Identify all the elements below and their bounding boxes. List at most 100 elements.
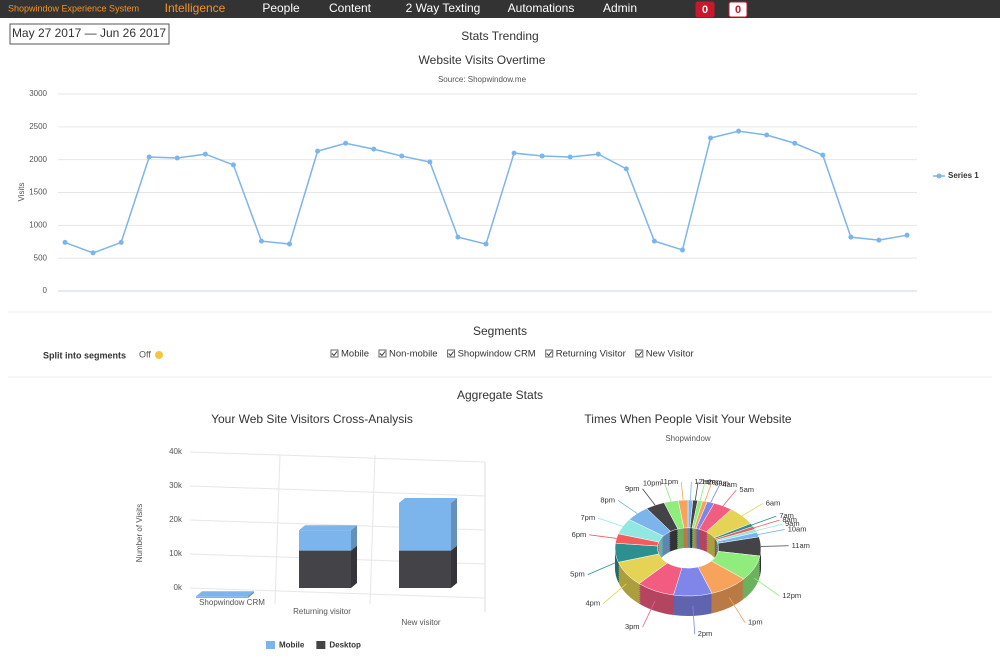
connector bbox=[756, 523, 783, 532]
section-title: Stats Trending bbox=[461, 29, 538, 43]
badge-count[interactable]: 0 bbox=[702, 4, 708, 16]
y-axis-label: Number of Visits bbox=[135, 504, 144, 563]
data-label: 5am bbox=[739, 485, 754, 494]
point bbox=[708, 135, 714, 141]
data-label: 9pm bbox=[625, 484, 640, 493]
split-state[interactable]: Off bbox=[139, 349, 151, 359]
badge-count[interactable]: 0 bbox=[735, 4, 741, 16]
y-tick-label: 1000 bbox=[29, 220, 47, 229]
checkbox[interactable] bbox=[635, 349, 644, 358]
date-box[interactable] bbox=[9, 23, 170, 45]
nav-item[interactable]: 2 Way Texting bbox=[406, 1, 481, 15]
legend-label[interactable]: Series 1 bbox=[948, 171, 979, 180]
y-tick-label: 2000 bbox=[29, 155, 47, 164]
point bbox=[315, 148, 321, 154]
connector bbox=[710, 484, 720, 503]
connector bbox=[680, 481, 684, 501]
y-axis-label: Visits bbox=[17, 183, 26, 202]
data-label: 11am bbox=[792, 541, 810, 550]
legend-symbol[interactable] bbox=[266, 641, 275, 649]
y-tick-label: 30k bbox=[169, 481, 183, 490]
bar-front bbox=[399, 550, 451, 588]
data-label: 9am bbox=[785, 519, 800, 528]
point bbox=[287, 241, 293, 247]
point bbox=[202, 151, 208, 157]
nav-item[interactable]: Content bbox=[329, 1, 372, 15]
y-tick-label: 500 bbox=[34, 253, 48, 262]
slice[interactable] bbox=[677, 499, 689, 529]
data-label: 10am bbox=[788, 524, 807, 533]
y-tick-label: 1500 bbox=[29, 188, 47, 197]
bar-top bbox=[299, 525, 357, 531]
brand: Shopwindow Experience System bbox=[8, 3, 139, 13]
x-tick-label: Returning visitor bbox=[293, 607, 351, 616]
data-label: 8pm bbox=[600, 495, 615, 504]
chart-title: Times When People Visit Your Website bbox=[584, 412, 792, 426]
data-label: 12am bbox=[694, 477, 713, 486]
connector bbox=[757, 529, 785, 535]
point bbox=[651, 238, 657, 244]
data-label: 1am bbox=[701, 477, 716, 486]
point bbox=[736, 128, 742, 134]
point bbox=[848, 234, 854, 240]
legend-label[interactable]: Desktop bbox=[329, 641, 361, 650]
point bbox=[118, 239, 124, 245]
checkbox[interactable] bbox=[447, 349, 456, 358]
bar-front bbox=[196, 596, 248, 598]
toggle[interactable] bbox=[155, 351, 163, 359]
connector bbox=[753, 577, 780, 597]
point bbox=[343, 140, 349, 146]
nav-item[interactable]: Automations bbox=[508, 1, 575, 15]
option-label[interactable]: New Visitor bbox=[646, 349, 694, 360]
data-label: 3pm bbox=[625, 622, 640, 631]
connector bbox=[751, 515, 777, 526]
point bbox=[62, 239, 68, 245]
data-label: 1pm bbox=[748, 618, 763, 627]
connector bbox=[597, 517, 623, 527]
point bbox=[679, 247, 685, 253]
legend-symbol[interactable] bbox=[316, 641, 326, 649]
option-label[interactable]: Returning Visitor bbox=[556, 349, 626, 360]
legend-label[interactable]: Mobile bbox=[279, 641, 305, 650]
y-tick-label: 10k bbox=[169, 549, 183, 558]
x-tick-label: New visitor bbox=[401, 618, 440, 627]
point bbox=[595, 151, 601, 157]
chart-title: Website Visits Overtime bbox=[419, 53, 546, 67]
connector bbox=[728, 597, 746, 623]
section-title: Aggregate Stats bbox=[457, 388, 543, 402]
point bbox=[90, 250, 96, 256]
y-tick-label: 20k bbox=[169, 515, 183, 524]
checkbox[interactable] bbox=[378, 349, 387, 358]
option-label[interactable]: Mobile bbox=[341, 349, 369, 360]
point bbox=[764, 132, 770, 138]
data-label: 12pm bbox=[782, 591, 801, 600]
badge[interactable] bbox=[728, 1, 748, 18]
check bbox=[636, 351, 643, 357]
grid-line bbox=[189, 587, 486, 599]
option-label[interactable]: Shopwindow CRM bbox=[458, 349, 536, 360]
nav-item[interactable]: Intelligence bbox=[165, 1, 226, 15]
bar-side bbox=[248, 591, 254, 598]
connector bbox=[602, 583, 627, 604]
bar-top bbox=[399, 498, 457, 503]
connector bbox=[699, 482, 706, 501]
option-label[interactable]: Non-mobile bbox=[389, 349, 438, 360]
point bbox=[511, 150, 517, 156]
grid-line bbox=[274, 454, 281, 605]
grid-line bbox=[189, 485, 486, 497]
split-label: Split into segments bbox=[43, 350, 126, 360]
checkbox[interactable] bbox=[330, 349, 339, 358]
date-range[interactable]: May 27 2017 — Jun 26 2017 bbox=[12, 26, 166, 40]
check bbox=[546, 351, 553, 357]
nav-item[interactable]: People bbox=[262, 1, 300, 15]
point bbox=[904, 232, 910, 238]
point bbox=[174, 155, 180, 161]
checkbox[interactable] bbox=[545, 349, 554, 358]
bar-front bbox=[299, 530, 351, 551]
check bbox=[331, 351, 338, 357]
nav-item[interactable]: Admin bbox=[603, 1, 637, 15]
data-label: 11pm bbox=[660, 477, 678, 486]
data-label: 5pm bbox=[570, 570, 585, 579]
badge[interactable] bbox=[695, 1, 715, 18]
chart-subtitle: Shopwindow bbox=[665, 434, 711, 443]
